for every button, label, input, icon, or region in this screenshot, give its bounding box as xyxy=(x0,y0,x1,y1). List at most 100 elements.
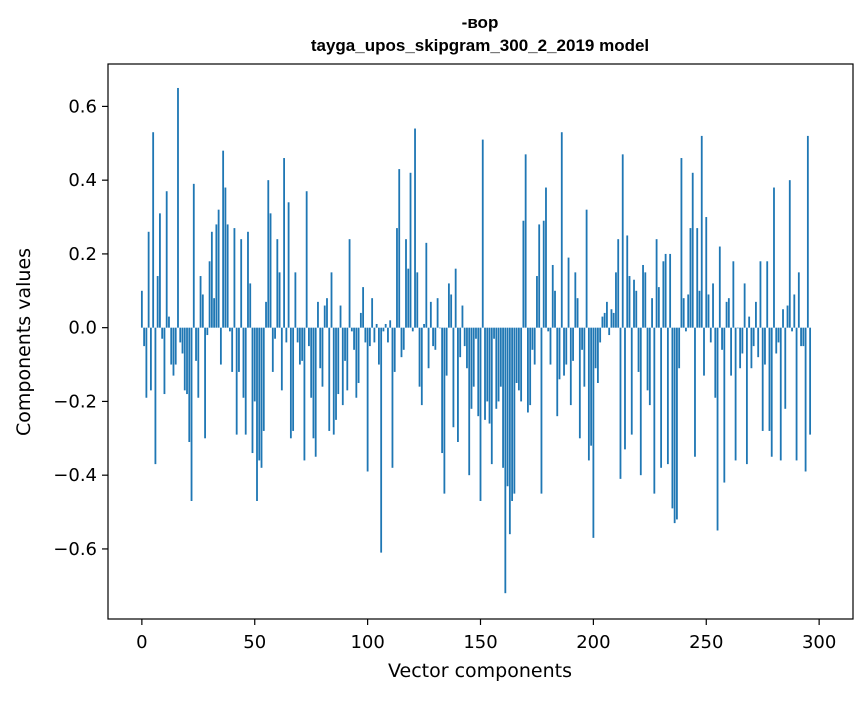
bar xyxy=(344,327,346,361)
bar xyxy=(718,246,721,328)
bar xyxy=(303,327,306,461)
bar xyxy=(186,327,188,395)
bar xyxy=(443,327,446,494)
bar xyxy=(508,327,511,535)
y-tick-label: −0.4 xyxy=(53,465,97,486)
bar xyxy=(527,327,529,413)
bar xyxy=(493,327,495,339)
bar xyxy=(773,187,775,328)
x-tick-label: 50 xyxy=(243,632,266,653)
bar xyxy=(378,327,380,365)
bar xyxy=(387,327,389,343)
bar xyxy=(736,327,739,329)
bar xyxy=(177,87,179,328)
bar xyxy=(190,327,193,501)
bar xyxy=(752,327,755,347)
bar xyxy=(224,187,227,328)
bar xyxy=(705,217,708,328)
bar xyxy=(515,327,518,383)
bar xyxy=(569,327,572,406)
bar xyxy=(466,327,468,369)
bar xyxy=(438,327,441,329)
bar xyxy=(608,327,611,336)
bar xyxy=(536,276,538,328)
bar xyxy=(578,327,581,439)
bar xyxy=(779,327,782,461)
bar xyxy=(791,327,793,332)
bar xyxy=(298,327,301,365)
bar xyxy=(506,327,509,487)
bar xyxy=(154,327,157,465)
chart-subtitle: tayga_upos_skipgram_300_2_2019 model xyxy=(311,36,649,55)
bar xyxy=(197,327,200,398)
bar xyxy=(770,327,773,457)
bar xyxy=(276,239,279,328)
bar xyxy=(159,213,161,328)
bar xyxy=(330,272,333,328)
bar xyxy=(391,327,394,468)
bar xyxy=(201,294,204,328)
bar xyxy=(777,327,780,343)
bar xyxy=(511,327,514,501)
bar xyxy=(375,323,378,328)
bar xyxy=(204,327,206,439)
bar xyxy=(678,327,681,369)
bar xyxy=(565,327,568,365)
bar xyxy=(680,158,683,328)
bar xyxy=(328,327,331,431)
bar xyxy=(707,294,710,328)
bar xyxy=(499,327,502,387)
y-axis-label: Components values xyxy=(13,248,35,436)
bar xyxy=(357,327,360,383)
bar xyxy=(475,327,477,339)
bar xyxy=(161,327,164,339)
bar xyxy=(750,327,753,369)
bar xyxy=(188,327,191,442)
bar xyxy=(463,327,466,347)
bar xyxy=(253,327,256,402)
bar xyxy=(317,301,319,328)
bar xyxy=(545,187,547,328)
bar xyxy=(269,213,272,328)
bar xyxy=(671,327,674,509)
bar xyxy=(574,272,577,328)
bar xyxy=(174,327,177,365)
bar xyxy=(434,327,437,350)
bar xyxy=(804,327,807,472)
bar xyxy=(549,327,552,365)
bar xyxy=(486,327,489,402)
bar xyxy=(666,327,669,465)
bar xyxy=(587,327,590,461)
bar xyxy=(644,272,647,328)
bar xyxy=(689,228,692,328)
bar xyxy=(610,309,613,328)
bar xyxy=(533,327,536,365)
bar xyxy=(285,327,288,343)
bar xyxy=(149,327,152,391)
bar xyxy=(662,261,665,328)
bar xyxy=(502,327,504,468)
bar xyxy=(181,327,184,354)
bar xyxy=(305,191,308,328)
y-tick-label: 0.4 xyxy=(68,170,97,191)
bar xyxy=(712,283,714,328)
bar xyxy=(795,327,798,461)
bar xyxy=(271,327,274,372)
bar xyxy=(359,312,362,328)
bar xyxy=(183,327,186,391)
bar xyxy=(382,327,385,332)
bar xyxy=(341,327,344,406)
bar xyxy=(481,139,484,328)
bar xyxy=(716,327,719,531)
bar xyxy=(497,327,500,402)
bar xyxy=(646,327,649,391)
bar xyxy=(786,305,789,328)
bar xyxy=(542,220,545,328)
bar xyxy=(436,298,439,328)
bar xyxy=(308,327,310,347)
bar xyxy=(452,327,455,428)
bar xyxy=(425,242,428,328)
bar xyxy=(531,327,534,350)
bar xyxy=(723,327,726,483)
